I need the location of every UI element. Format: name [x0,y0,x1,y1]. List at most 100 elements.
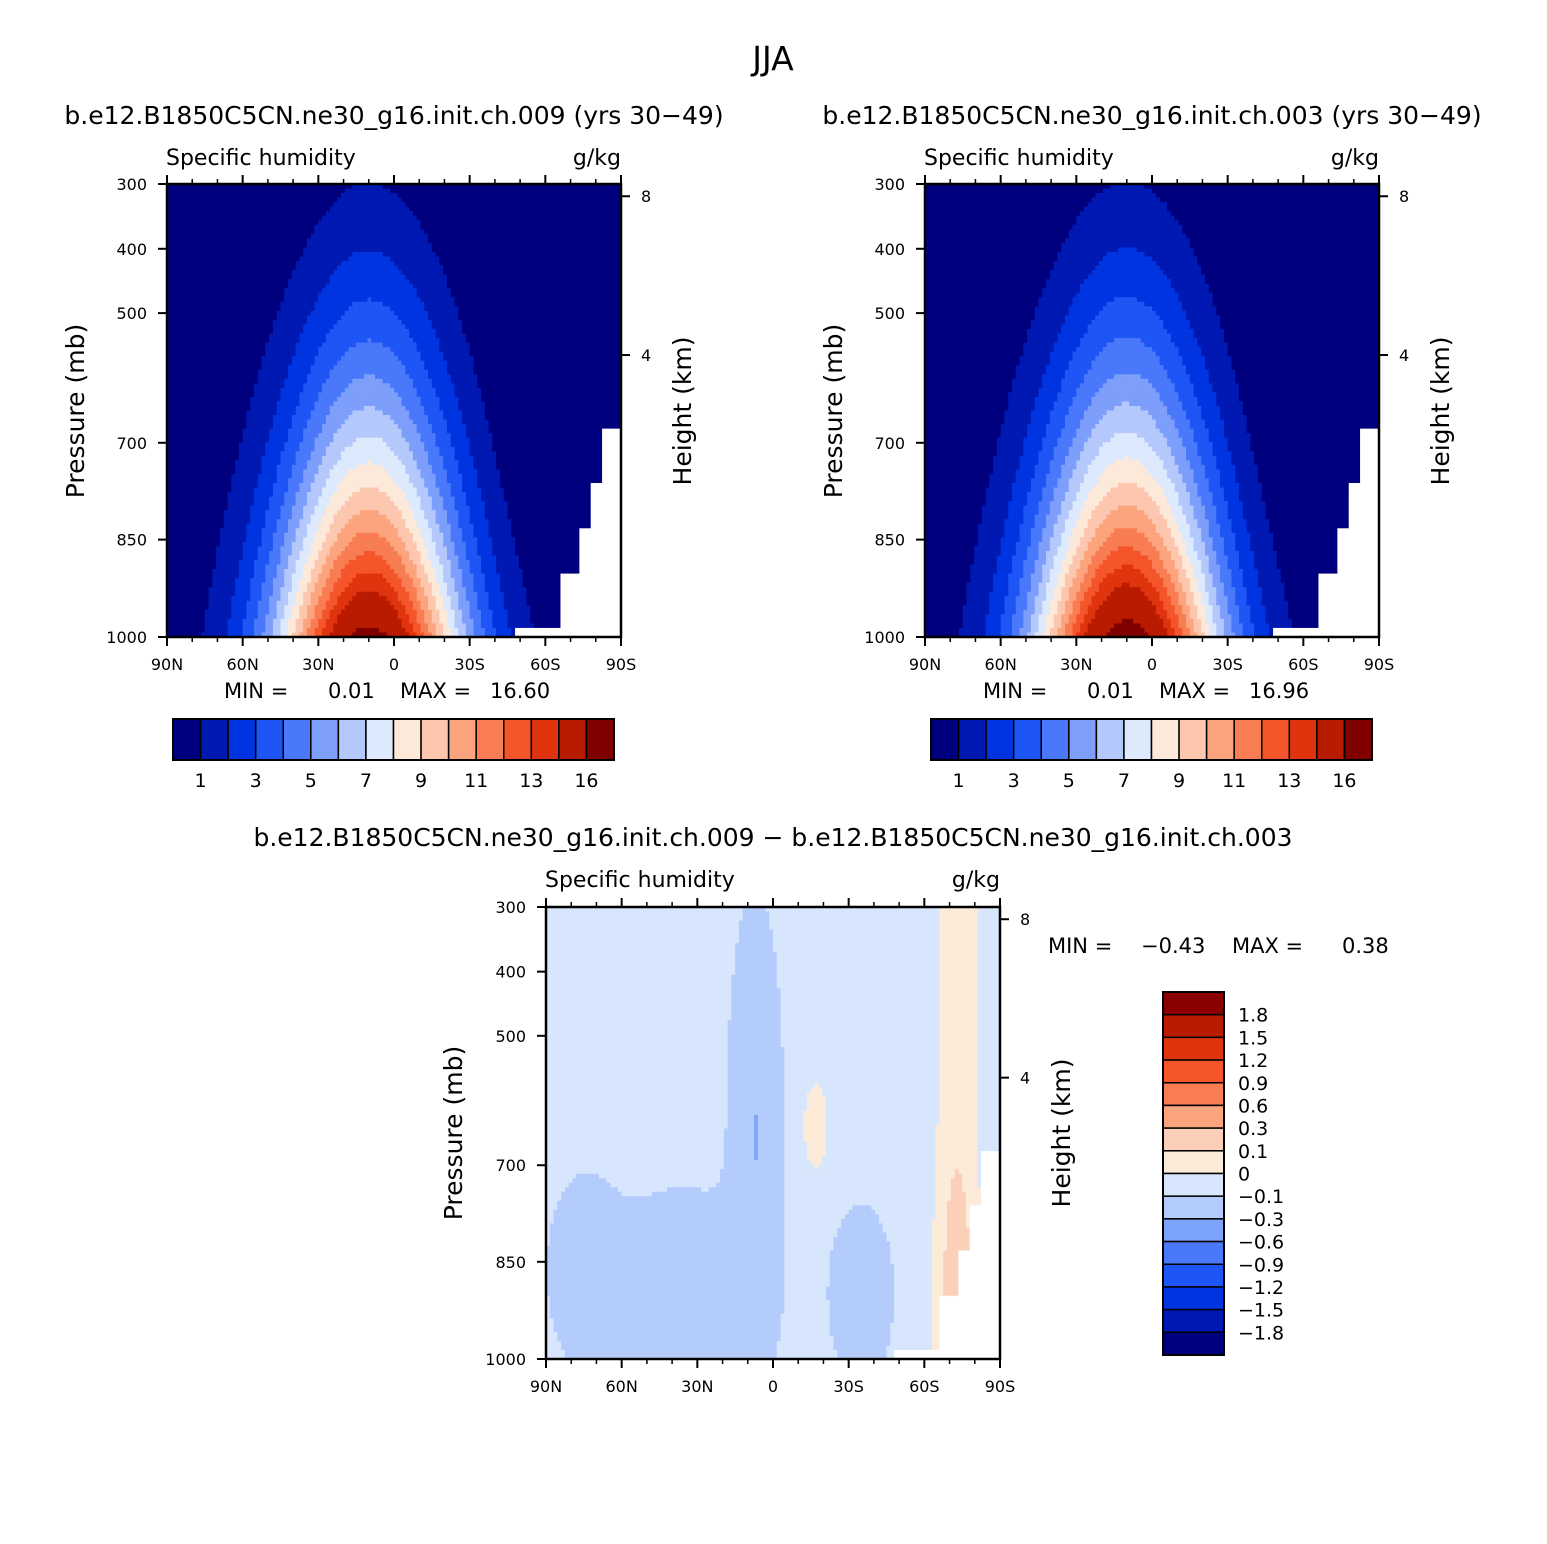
heatmap-cell [269,270,273,275]
heatmap-cell [209,315,213,320]
heatmap-cell [273,420,277,425]
heatmap-cell [171,469,175,474]
heatmap-cell [262,515,266,520]
heatmap-cell [258,551,262,556]
heatmap-cell [322,225,326,230]
heatmap-cell [292,560,296,565]
heatmap-cell [292,578,296,583]
heatmap-cell [349,365,353,370]
heatmap-cell [281,601,285,606]
heatmap-cell [193,578,197,583]
heatmap-cell [284,261,288,266]
heatmap-cell [250,356,254,361]
heatmap-cell [296,587,300,592]
heatmap-cell [250,456,254,461]
heatmap-cell [201,565,205,570]
heatmap-cell [296,198,300,203]
heatmap-cell [182,374,186,379]
heatmap-cell [296,365,300,370]
heatmap-cell [345,207,349,212]
heatmap-cell [299,302,303,307]
heatmap-cell [318,524,322,529]
heatmap-cell [284,478,288,483]
heatmap-cell [190,261,194,266]
heatmap-cell [212,583,216,588]
heatmap-cell [288,238,292,243]
heatmap-cell [262,460,266,465]
heatmap-cell [288,474,292,479]
heatmap-cell [341,324,345,329]
heatmap-cell [193,592,197,597]
heatmap-cell [220,574,224,579]
heatmap-cell [243,288,247,293]
heatmap-cell [311,315,315,320]
heatmap-cell [307,234,311,239]
heatmap-cell [277,578,281,583]
heatmap-cell [197,420,201,425]
heatmap-cell [209,565,213,570]
heatmap-cell [296,293,300,298]
heatmap-cell [250,592,254,597]
heatmap-cell [171,352,175,357]
heatmap-cell [246,211,250,216]
heatmap-cell [258,524,262,529]
heatmap-cell [201,492,205,497]
heatmap-cell [175,225,179,230]
heatmap-cell [228,315,232,320]
heatmap-cell [273,574,277,579]
heatmap-cell [216,429,220,434]
heatmap-cell [349,343,353,348]
heatmap-cell [330,456,334,461]
heatmap-cell [235,506,239,511]
heatmap-cell [352,343,356,348]
heatmap-cell [186,623,190,628]
heatmap-cell [243,420,247,425]
heatmap-cell [182,429,186,434]
heatmap-cell [288,515,292,520]
heatmap-cell [265,189,269,194]
heatmap-cell [186,574,190,579]
heatmap-cell [296,256,300,261]
heatmap-cell [303,623,307,628]
heatmap-cell [288,279,292,284]
heatmap-cell [262,370,266,375]
heatmap-cell [201,574,205,579]
heatmap-cell [178,275,182,280]
heatmap-cell [224,551,228,556]
heatmap-cell [250,297,254,302]
heatmap-cell [197,324,201,329]
heatmap-cell [186,356,190,361]
heatmap-cell [292,451,296,456]
heatmap-cell [273,261,277,266]
heatmap-cell [224,347,228,352]
heatmap-cell [318,565,322,570]
heatmap-cell [288,306,292,311]
heatmap-cell [341,420,345,425]
heatmap-cell [197,247,201,252]
heatmap-cell [243,347,247,352]
heatmap-cell [337,542,341,547]
heatmap-cell [216,229,220,234]
heatmap-cell [171,216,175,221]
heatmap-cell [322,565,326,570]
heatmap-cell [216,601,220,606]
heatmap-cell [341,623,345,628]
heatmap-cell [315,501,319,506]
heatmap-cell [250,551,254,556]
heatmap-cell [178,252,182,257]
heatmap-cell [239,401,243,406]
heatmap-cell [209,275,213,280]
heatmap-cell [239,488,243,493]
heatmap-cell [265,397,269,402]
heatmap-cell [288,537,292,542]
heatmap-cell [281,320,285,325]
heatmap-cell [197,628,201,633]
heatmap-cell [330,193,334,198]
heatmap-cell [345,442,349,447]
heatmap-cell [212,211,216,216]
heatmap-cell [333,243,337,248]
heatmap-cell [182,324,186,329]
heatmap-cell [330,592,334,597]
heatmap-cell [220,610,224,615]
heatmap-cell [262,546,266,551]
